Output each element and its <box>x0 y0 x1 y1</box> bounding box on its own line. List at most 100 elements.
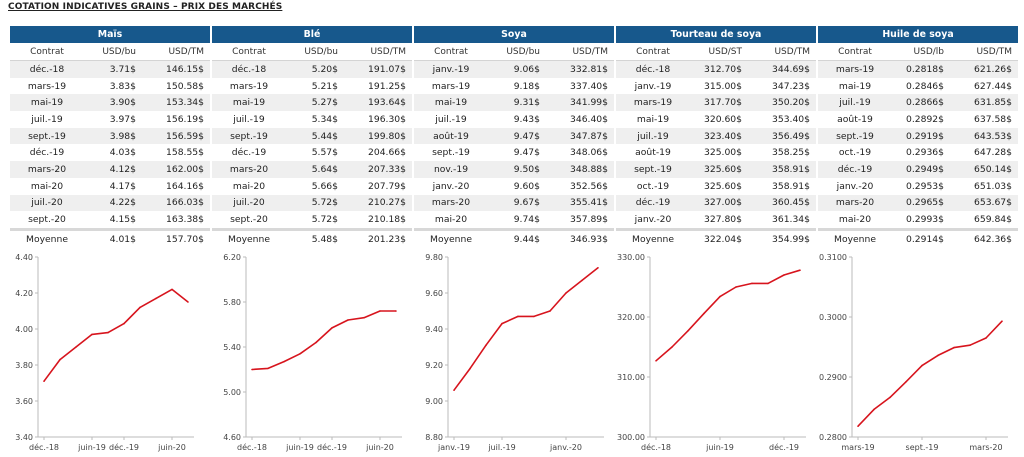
contract-cell: mars-19 <box>414 77 488 95</box>
data-point <box>171 288 173 291</box>
price-cell: 207.79$ <box>342 177 412 195</box>
table-row: juil.-19 323.40$ 356.49$ <box>616 127 816 145</box>
y-tick-label: 330.00 <box>617 253 645 262</box>
contract-cell: mai-20 <box>212 177 286 195</box>
price-cell: 3.83$ <box>84 77 140 95</box>
price-cell: 166.03$ <box>140 194 210 212</box>
data-point <box>123 322 125 325</box>
price-cell: 355.41$ <box>544 194 614 212</box>
price-cell: 5.57$ <box>286 144 342 162</box>
price-cell: 9.50$ <box>488 161 544 178</box>
table-row: déc.-19 0.2949$ 650.14$ <box>818 161 1018 178</box>
average-value: 201.23$ <box>342 227 412 248</box>
contract-cell: mars-20 <box>212 161 286 178</box>
table-row: sept.-19 3.98$ 156.59$ <box>10 127 210 145</box>
table-row: mai-19 320.60$ 353.40$ <box>616 111 816 128</box>
price-cell: 146.15$ <box>140 60 210 78</box>
y-tick-label: 6.20 <box>223 253 241 262</box>
data-point <box>533 315 535 318</box>
price-cell: 337.40$ <box>544 77 614 95</box>
price-cell: 9.31$ <box>488 94 544 112</box>
x-tick-label: mars-19 <box>841 443 874 452</box>
line-chart: 300.00 310.00 320.00 330.00 déc.-18 juin-19 dé… <box>617 253 806 452</box>
y-tick-label: 0.3100 <box>819 253 847 262</box>
y-tick-label: 8.80 <box>425 433 443 442</box>
table-row: mars-19 3.83$ 150.58$ <box>10 77 210 95</box>
price-table: Contrat USD/ST USD/TM déc.-18 312.70$ 344.69$… <box>616 43 816 248</box>
price-cell: 621.26$ <box>948 60 1018 78</box>
average-row: Moyenne 5.48$ 201.23$ <box>212 227 412 248</box>
table-row: juil.-19 0.2866$ 631.85$ <box>818 94 1018 112</box>
table-row: sept.-19 9.47$ 348.06$ <box>414 144 614 162</box>
table-row: mai-20 4.17$ 164.16$ <box>10 177 210 195</box>
y-tick-label: 4.00 <box>15 325 33 334</box>
data-point <box>581 279 583 282</box>
price-cell: 3.71$ <box>84 60 140 78</box>
price-cell: 5.72$ <box>286 194 342 212</box>
average-row: Moyenne 0.2914$ 642.36$ <box>818 227 1018 248</box>
table-tourteau-de-soya: Tourteau de soya Contrat USD/ST USD/TM déc.-… <box>616 26 816 248</box>
price-cell: 332.81$ <box>544 60 614 78</box>
table-row: déc.-19 4.03$ 158.55$ <box>10 144 210 162</box>
data-point <box>517 315 519 318</box>
average-label: Moyenne <box>212 227 286 248</box>
price-cell: 346.40$ <box>544 111 614 128</box>
price-cell: 347.23$ <box>746 77 816 95</box>
y-tick-label: 3.40 <box>15 433 33 442</box>
contract-cell: mars-20 <box>818 194 892 212</box>
price-cell: 348.88$ <box>544 161 614 178</box>
data-point <box>783 274 785 276</box>
data-point <box>469 367 471 370</box>
x-tick-label: janv.-20 <box>549 443 582 452</box>
column-header-row: Contrat USD/ST USD/TM <box>616 43 816 61</box>
y-tick-label: 9.20 <box>425 361 443 370</box>
contract-cell: mars-20 <box>414 194 488 212</box>
average-value: 346.93$ <box>544 227 614 248</box>
price-cell: 0.2866$ <box>892 94 948 112</box>
table-row: janv.-19 9.06$ 332.81$ <box>414 60 614 78</box>
table-row: janv.-20 327.80$ 361.34$ <box>616 211 816 230</box>
price-cell: 0.2818$ <box>892 60 948 78</box>
price-cell: 3.98$ <box>84 127 140 145</box>
average-label: Moyenne <box>818 227 892 248</box>
line-chart: 4.60 5.00 5.40 5.80 6.20 déc.-18 juin-19 déc.-1… <box>223 253 402 452</box>
data-point <box>395 310 397 312</box>
price-cell: 320.60$ <box>690 111 746 128</box>
table-row: mai-19 5.27$ 193.64$ <box>212 94 412 112</box>
data-point <box>363 316 365 319</box>
contract-cell: janv.-19 <box>616 77 690 95</box>
table-title: Blé <box>212 26 412 43</box>
data-point <box>299 352 301 355</box>
price-cell: 162.00$ <box>140 161 210 178</box>
table-row: sept.-19 0.2919$ 643.53$ <box>818 127 1018 145</box>
table-title: Huile de soya <box>818 26 1018 43</box>
table-row: déc.-18 312.70$ 344.69$ <box>616 60 816 78</box>
table-row: mars-20 4.12$ 162.00$ <box>10 161 210 178</box>
table-row: août-19 325.00$ 358.25$ <box>616 144 816 162</box>
x-tick-label: juil.-19 <box>487 443 515 452</box>
price-cell: 9.67$ <box>488 194 544 212</box>
average-label: Moyenne <box>414 227 488 248</box>
data-point <box>687 330 689 332</box>
contract-cell: août-19 <box>616 144 690 162</box>
contract-cell: déc.-18 <box>616 60 690 78</box>
table-row: mars-19 5.21$ 191.25$ <box>212 77 412 95</box>
price-cell: 163.38$ <box>140 211 210 230</box>
data-point <box>873 408 875 411</box>
price-series-line <box>251 310 396 371</box>
data-point <box>671 346 673 348</box>
contract-cell: juil.-19 <box>818 94 892 112</box>
price-cell: 627.44$ <box>948 77 1018 95</box>
table-title: Maïs <box>10 26 210 43</box>
x-tick-label: déc.-19 <box>317 442 347 452</box>
average-row: Moyenne 9.44$ 346.93$ <box>414 227 614 248</box>
table-row: mai-20 9.74$ 357.89$ <box>414 211 614 230</box>
contract-cell: déc.-19 <box>818 161 892 178</box>
table-row: déc.-19 327.00$ 360.45$ <box>616 194 816 212</box>
table-row: oct.-19 325.60$ 358.91$ <box>616 177 816 195</box>
average-value: 9.44$ <box>488 227 544 248</box>
data-point <box>485 344 487 346</box>
contract-cell: sept.-19 <box>818 127 892 145</box>
column-header: USD/bu <box>286 43 342 61</box>
price-cell: 327.80$ <box>690 211 746 230</box>
